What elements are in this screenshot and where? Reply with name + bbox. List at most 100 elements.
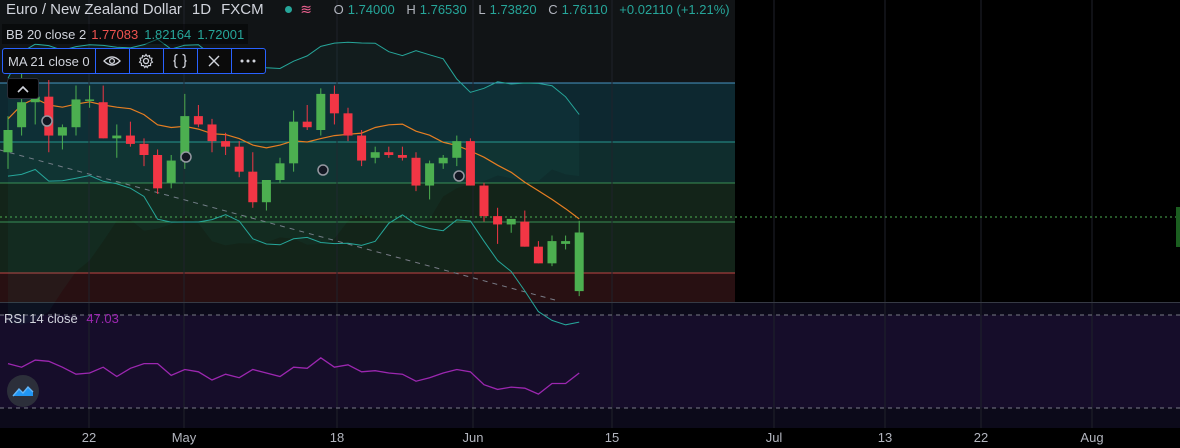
candle — [221, 132, 231, 155]
event-marker-icon — [453, 170, 465, 182]
x-tick-label: Jun — [462, 430, 484, 445]
candle — [248, 152, 258, 208]
candle — [506, 218, 516, 233]
candle — [57, 124, 67, 150]
candle-body — [316, 93, 326, 130]
ma-name: MA 21 close 0 — [3, 49, 96, 73]
candle-body — [98, 102, 108, 139]
candle — [425, 160, 435, 200]
candle-body — [438, 157, 448, 164]
open-label: O — [333, 1, 344, 17]
low-value: 1.73820 — [489, 1, 537, 17]
candle-body — [397, 155, 407, 158]
chevron-up-icon[interactable] — [7, 78, 39, 99]
bb-fill — [8, 39, 580, 325]
tradingview-logo-icon[interactable] — [7, 375, 39, 407]
candle — [452, 135, 462, 167]
ma-legend[interactable]: MA 21 close 0 — [2, 48, 266, 74]
candle-body — [17, 102, 27, 128]
candle — [479, 182, 489, 222]
candle-body — [275, 163, 285, 180]
x-tick-label: 22 — [81, 430, 97, 445]
candle-body — [207, 124, 217, 142]
rsi-line — [7, 356, 580, 395]
eye-icon[interactable] — [96, 49, 130, 73]
candle-body — [370, 152, 380, 158]
candle — [98, 85, 108, 139]
candle-body — [329, 93, 339, 114]
close-icon[interactable] — [198, 49, 232, 73]
candle-body — [125, 135, 135, 144]
event-marker-icon — [317, 164, 329, 176]
candle — [139, 138, 149, 167]
candle — [261, 180, 271, 211]
close-value: 1.76110 — [561, 1, 608, 17]
price-scale-marker — [1176, 207, 1180, 247]
candle — [397, 146, 407, 161]
x-tick-label: 13 — [877, 430, 893, 445]
candle — [574, 220, 584, 297]
rsi-band-fill — [0, 315, 1180, 408]
rsi-name: RSI 14 close — [4, 311, 78, 326]
candle — [547, 235, 557, 267]
candle — [465, 138, 475, 186]
candle-body — [411, 157, 421, 186]
x-tick-label: Aug — [1080, 430, 1104, 445]
bb-upper-value: 1.82164 — [144, 26, 192, 42]
candle-body — [425, 163, 435, 186]
timeframe[interactable]: 1D — [191, 0, 212, 18]
market-status[interactable]: ≋ — [278, 1, 320, 17]
candle — [112, 124, 122, 158]
candle-body — [166, 160, 176, 183]
close-label: C — [548, 1, 558, 17]
symbol-name[interactable]: Euro / New Zealand Dollar — [6, 0, 182, 18]
candle-body — [520, 221, 530, 247]
ohlc-values: O 1.74000 H 1.76530 L 1.73820 C 1.76110 +0.0… — [334, 2, 734, 17]
low-label: L — [478, 1, 486, 17]
candle — [125, 121, 135, 147]
candle — [493, 207, 503, 244]
candle — [193, 105, 203, 128]
bb-lower-value: 1.72001 — [197, 26, 245, 42]
candle-body — [574, 232, 584, 292]
candle-body — [180, 116, 190, 161]
candle-body — [85, 99, 95, 101]
x-tick-label: 22 — [973, 430, 989, 445]
candle — [370, 146, 380, 164]
rsi-legend[interactable]: RSI 14 close 47.03 — [4, 311, 119, 326]
candle-body — [493, 216, 503, 225]
candle-body — [506, 218, 516, 225]
braces-icon[interactable] — [164, 49, 198, 73]
candle-body — [261, 180, 271, 203]
market-open-dot-icon — [285, 5, 293, 13]
candle — [520, 210, 530, 247]
candle-body — [302, 121, 312, 128]
candle-body — [193, 116, 203, 125]
gear-icon[interactable] — [130, 49, 164, 73]
candle-body — [153, 155, 163, 189]
more-icon[interactable] — [232, 49, 265, 73]
candle-body — [289, 121, 299, 164]
candle — [85, 85, 95, 108]
candle — [166, 155, 176, 189]
high-value: 1.76530 — [419, 1, 467, 17]
candle — [3, 116, 13, 169]
candle — [17, 63, 27, 136]
bb-name: BB 20 close 2 — [6, 26, 87, 42]
candle-body — [30, 96, 40, 103]
candle — [411, 152, 421, 192]
bb-upper-line — [7, 38, 580, 115]
x-tick-label: Jul — [765, 430, 783, 445]
candle — [329, 85, 339, 125]
candle — [384, 146, 394, 158]
candle — [71, 85, 81, 136]
candle-body — [234, 146, 244, 172]
bb-legend[interactable]: BB 20 close 2 1.77083 1.82164 1.72001 — [2, 24, 249, 44]
candle-body — [357, 135, 367, 161]
change-value: +0.02110 (+1.21%) — [619, 1, 730, 17]
candle-body — [384, 152, 394, 155]
candle-body — [533, 246, 543, 264]
bb-lower-line — [7, 168, 580, 326]
rsi-value: 47.03 — [86, 311, 119, 326]
